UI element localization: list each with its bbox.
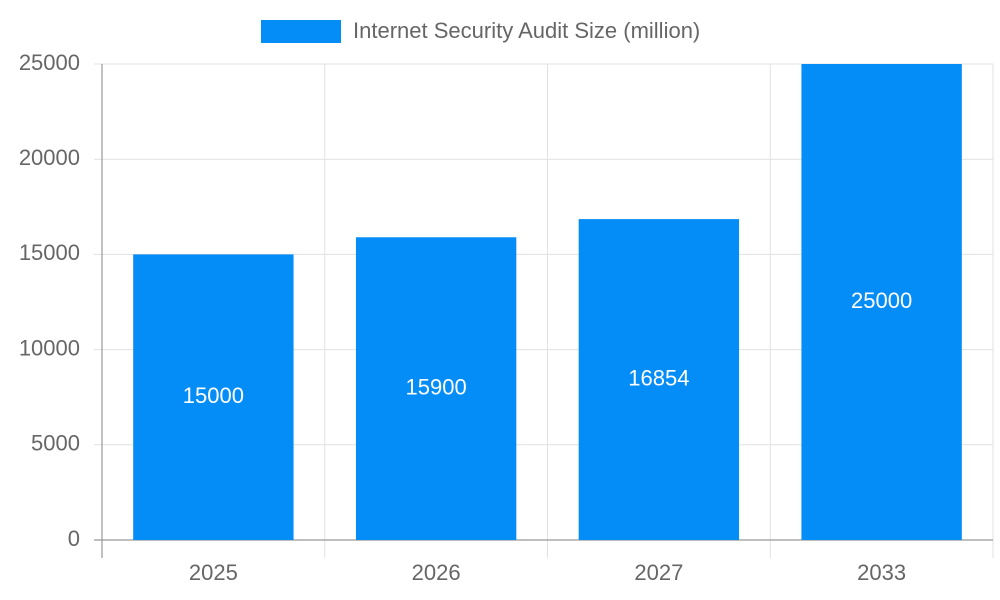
x-tick-label: 2025 <box>189 560 238 585</box>
data-label: 15000 <box>183 383 244 408</box>
y-tick-label: 0 <box>68 526 80 551</box>
bar <box>578 219 740 540</box>
data-label: 16854 <box>628 365 689 390</box>
bar <box>355 237 517 540</box>
data-label: 15900 <box>406 374 467 399</box>
x-tick-label: 2026 <box>412 560 461 585</box>
bar <box>133 254 294 540</box>
y-tick-label: 15000 <box>19 240 80 265</box>
y-tick-label: 25000 <box>19 50 80 75</box>
x-tick-label: 2033 <box>857 560 906 585</box>
data-label: 25000 <box>851 288 912 313</box>
bar <box>801 64 962 540</box>
y-tick-label: 20000 <box>19 145 80 170</box>
y-tick-label: 10000 <box>19 335 80 360</box>
y-tick-label: 5000 <box>31 431 80 456</box>
legend-swatch <box>261 20 341 43</box>
x-tick-label: 2027 <box>634 560 683 585</box>
legend-label: Internet Security Audit Size (million) <box>353 18 700 43</box>
